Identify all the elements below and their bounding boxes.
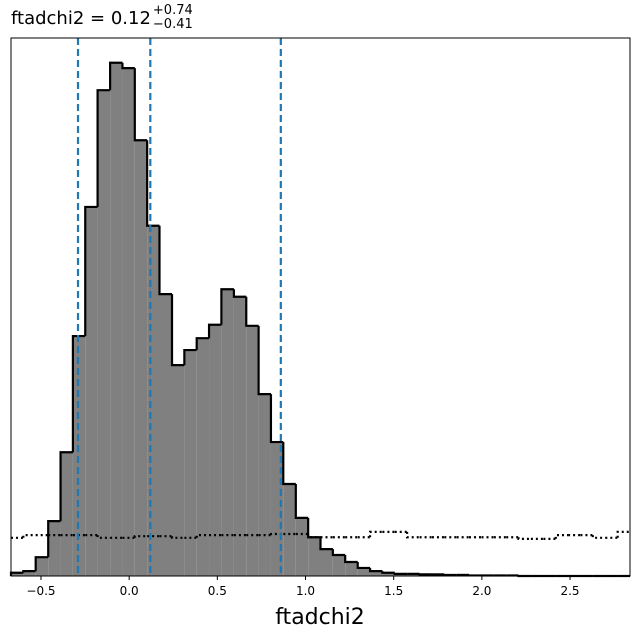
bar-outline [269, 394, 284, 444]
bar-outline [356, 562, 371, 570]
bar-outline [207, 323, 222, 339]
bar-outline [71, 334, 86, 453]
bar-outline [133, 68, 148, 142]
bar [308, 537, 321, 576]
title-upper-error: +0.74 [153, 3, 193, 18]
bar-outline [47, 520, 61, 558]
bar-outline [158, 225, 173, 296]
bar-outline [381, 571, 395, 574]
bar [35, 557, 49, 576]
x-tick-label: 0.5 [208, 584, 227, 598]
bar-outline [294, 484, 309, 519]
bar-outline [368, 567, 383, 573]
bar-outline [59, 451, 73, 522]
bar [246, 325, 259, 576]
bar [270, 442, 284, 576]
bar [332, 555, 346, 576]
x-tick-label: 0.0 [120, 584, 139, 598]
bar-outline [195, 337, 210, 351]
bar [233, 296, 247, 576]
prior-step [96, 535, 111, 539]
bar-outline [282, 442, 296, 486]
bar [357, 567, 371, 576]
bar-outline [121, 62, 135, 70]
prior-step [133, 535, 148, 538]
bar [172, 365, 185, 576]
x-tick-label: −0.5 [26, 584, 55, 598]
prior-step [591, 535, 606, 539]
bar [60, 452, 73, 576]
prior-step [307, 534, 321, 539]
bar [196, 338, 210, 576]
bar [23, 571, 36, 576]
bar-outline [109, 61, 123, 91]
bar [370, 571, 383, 576]
bar-outline [183, 348, 197, 366]
bar [382, 572, 395, 576]
bar [134, 140, 148, 576]
bar [295, 517, 309, 576]
bar [11, 572, 24, 576]
bar-outline [34, 556, 49, 572]
bar-outline [22, 570, 36, 573]
bar [209, 324, 222, 576]
bar [184, 350, 197, 576]
bar-outline [257, 325, 271, 396]
bar [221, 289, 234, 576]
bar-outline [344, 555, 358, 564]
bar-outline [170, 294, 185, 367]
prior-step [554, 534, 569, 539]
bar [258, 394, 271, 576]
bar [283, 484, 296, 576]
bar [97, 90, 111, 576]
prior-step [368, 530, 383, 538]
bar-outline [443, 573, 457, 577]
bar-outline [220, 288, 234, 325]
title-lower-error: −0.41 [153, 17, 193, 32]
bar-outline [245, 296, 259, 327]
chart-title: ftadchi2 = 0.12 [11, 8, 151, 29]
x-tick-label: 1.0 [296, 584, 315, 598]
bar-outline [84, 205, 98, 337]
bar-outline [331, 549, 346, 557]
x-tick-label: 2.0 [472, 584, 491, 598]
bar [85, 206, 98, 576]
bar [147, 225, 160, 576]
prior-step [195, 534, 210, 538]
bar-outline [418, 573, 432, 576]
bar-outline [307, 517, 321, 539]
bar-outline [319, 537, 333, 551]
bar-outline [96, 89, 111, 207]
bar-outline [232, 289, 247, 298]
prior-step [22, 534, 36, 538]
bar [110, 62, 123, 577]
bar-outline [467, 574, 482, 577]
bar [345, 562, 358, 576]
plot-frame [10, 37, 631, 577]
prior-step [616, 530, 630, 538]
bar [159, 294, 173, 576]
bar [122, 68, 135, 577]
bar-outline [146, 140, 160, 227]
x-tick-label: 1.5 [384, 584, 403, 598]
x-tick-label: 2.5 [560, 584, 579, 598]
prior-step [405, 531, 420, 539]
prior-step [517, 537, 531, 540]
x-axis-label: ftadchi2 [275, 605, 365, 630]
prior-step [269, 532, 284, 536]
prior-step [170, 536, 185, 539]
bar [320, 549, 333, 576]
bar [48, 521, 61, 576]
bar-outline [393, 572, 408, 575]
